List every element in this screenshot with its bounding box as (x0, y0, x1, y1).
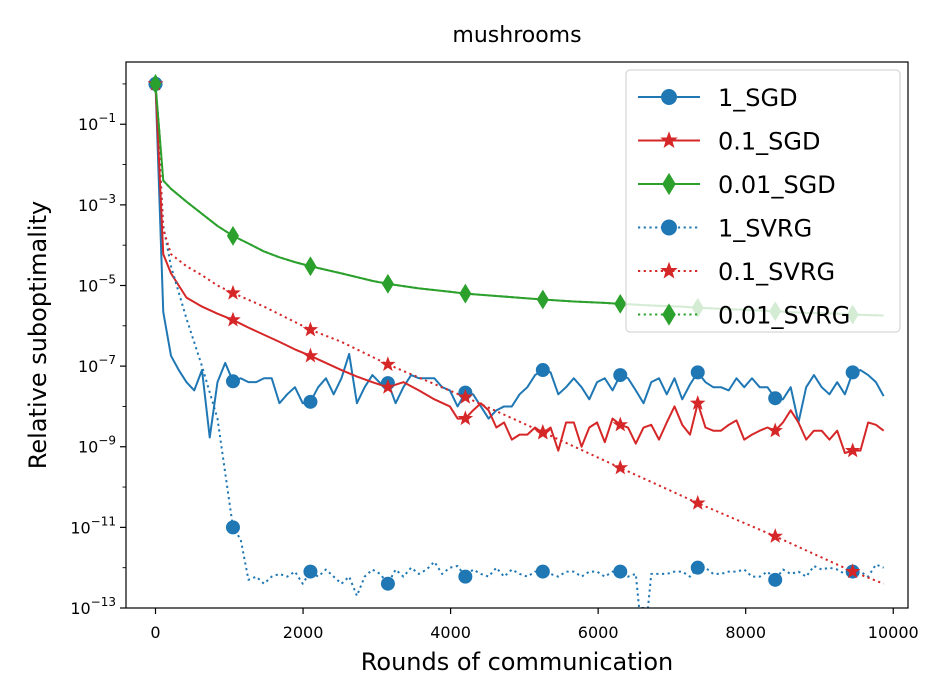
series-point-1_SVRG-2 (303, 564, 318, 579)
series-point-0.01_SVRG-0 (149, 74, 162, 94)
legend-item-0.1_SVRG: 0.1_SVRG (638, 258, 835, 286)
series-point-0.1_SGD-2 (302, 347, 319, 363)
legend-label: 1_SVRG (718, 215, 812, 243)
series-point-1_SVRG-6 (613, 564, 628, 579)
legend-item-1_SGD: 1_SGD (638, 84, 798, 112)
series-line-0.1_SGD (154, 83, 885, 454)
series-point-0.1_SVRG-5 (535, 424, 551, 439)
y-tick-label: 10−7 (78, 353, 116, 376)
series-point-1_SGD-6 (613, 368, 628, 383)
y-tick-label: 10−3 (78, 192, 116, 215)
x-axis-label: Rounds of communication (361, 648, 673, 676)
series-point-0.1_SGD-3 (380, 379, 396, 394)
y-axis-label: Relative suboptimality (24, 201, 52, 469)
series-point-0.1_SGD-9 (844, 442, 861, 458)
legend-label: 1_SGD (718, 84, 798, 112)
legend-swatch-marker (661, 89, 677, 105)
series-point-0.1_SVRG-8 (767, 528, 783, 543)
series-point-1_SVRG-1 (225, 520, 240, 535)
series-point-0.1_SVRG-2 (302, 321, 319, 337)
series-point-0.1_SGD-4 (457, 410, 474, 426)
plot-frame (125, 61, 909, 609)
series-point-0.01_SVRG-4 (459, 283, 472, 304)
legend-swatch-marker (660, 131, 678, 148)
series-point-1_SGD-2 (303, 394, 318, 409)
series-line-1_SGD (154, 83, 885, 439)
series-line-0.01_SVRG (154, 83, 884, 317)
x-axis-ticks: 0 2000 4000 6000 8000 10000 (150, 608, 919, 642)
series-point-0.1_SGD-6 (612, 416, 629, 432)
series-point-0.1_SVRG-7 (689, 494, 706, 510)
legend-swatch-marker (661, 219, 677, 236)
legend: 1_SGD 0.1_SGD 0.01_SGD 1_SVRG 0.1_SVRG 0.01_S… (625, 69, 901, 333)
series-point-0.01_SVRG-6 (614, 294, 627, 314)
series-point-1_SGD-8 (768, 391, 783, 406)
legend-item-1_SVRG: 1_SVRG (638, 215, 812, 243)
legend-item-0.01_SGD: 0.01_SGD (638, 171, 836, 199)
legend-swatch-marker (662, 172, 676, 196)
series-point-0.1_SVRG-6 (612, 459, 629, 475)
x-tick-label: 0 (150, 623, 160, 642)
y-tick-label: 10−1 (78, 111, 116, 134)
series-point-1_SVRG-8 (768, 572, 783, 587)
legend-item-0.01_SVRG: 0.01_SVRG (638, 302, 850, 330)
legend-item-0.1_SGD: 0.1_SGD (638, 128, 820, 156)
y-tick-label: 10−13 (70, 595, 116, 618)
x-tick-label: 4000 (430, 623, 471, 642)
x-tick-label: 6000 (578, 623, 619, 642)
series-layer (154, 83, 885, 608)
series-point-0.1_SVRG-4 (457, 388, 474, 404)
series-point-0.01_SVRG-2 (304, 256, 317, 277)
x-tick-label: 2000 (283, 623, 324, 642)
y-tick-label: 10−9 (78, 434, 116, 457)
series-point-0.01_SVRG-1 (227, 226, 239, 246)
legend-label: 0.1_SGD (718, 128, 820, 156)
series-point-0.1_SVRG-9 (844, 563, 861, 579)
legend-label: 0.01_SVRG (718, 302, 850, 330)
series-point-0.1_SVRG-1 (225, 284, 241, 300)
series-point-1_SGD-7 (690, 365, 705, 380)
x-tick-label: 10000 (868, 623, 919, 642)
y-axis-ticks: 10−1 10−3 10−5 10−7 10−9 10−11 10−13 (70, 83, 126, 618)
y-tick-label: 10−5 (78, 272, 116, 295)
series-point-0.01_SVRG-3 (381, 274, 394, 294)
series-point-0.1_SGD-1 (225, 311, 241, 327)
legend-box (625, 69, 901, 333)
series-point-0.1_SVRG-3 (380, 356, 396, 372)
series-point-1_SGD-1 (225, 374, 240, 389)
y-tick-label: 10−11 (70, 514, 116, 537)
series-line-1_SVRG (154, 83, 885, 608)
chart-title: mushrooms (452, 23, 581, 48)
series-point-1_SVRG-5 (535, 564, 550, 579)
legend-label: 0.1_SVRG (718, 258, 835, 286)
legend-swatch-marker (662, 303, 676, 326)
series-point-1_SVRG-3 (380, 576, 395, 591)
series-point-1_SGD-5 (535, 363, 550, 378)
series-point-0.01_SVRG-5 (536, 289, 549, 310)
series-point-1_SVRG-7 (690, 560, 705, 575)
x-tick-label: 8000 (725, 623, 766, 642)
series-point-1_SVRG-4 (458, 569, 473, 584)
series-point-0.1_SGD-7 (689, 395, 706, 410)
legend-label: 0.01_SGD (718, 171, 836, 199)
series-point-0.1_SGD-8 (767, 422, 783, 438)
legend-swatch-marker (660, 261, 678, 279)
series-point-1_SGD-9 (845, 365, 860, 380)
